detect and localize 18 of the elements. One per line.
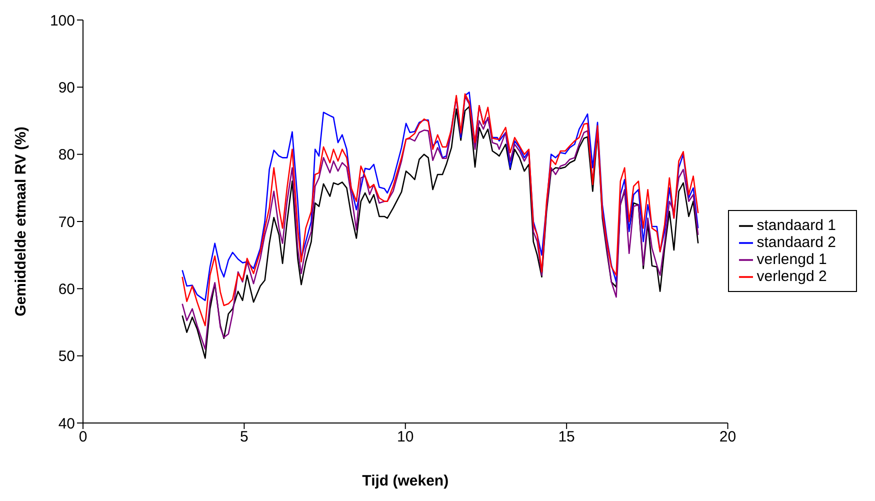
- legend-label: standaard 2: [756, 234, 836, 250]
- x-tick-label: 15: [558, 428, 575, 446]
- legend-label: verlengd 1: [756, 250, 827, 268]
- y-axis-title: Gemiddelde etmaal RV (%): [12, 126, 30, 316]
- x-axis-title: Tijd (weken): [362, 472, 449, 490]
- y-tick-label: 50: [58, 348, 75, 366]
- x-tick-label: 20: [719, 428, 736, 446]
- y-tick-label: 100: [50, 12, 75, 30]
- y-tick-label: 60: [58, 280, 75, 298]
- legend-label: standaard 1: [756, 216, 836, 234]
- x-tick-label: 5: [240, 428, 248, 446]
- x-tick-label: 10: [397, 428, 414, 446]
- y-tick-label: 90: [58, 79, 75, 96]
- y-tick-label: 80: [58, 146, 75, 164]
- x-tick-label: 0: [78, 428, 88, 446]
- legend-label: verlengd 2: [756, 268, 827, 284]
- y-tick-label: 40: [58, 415, 75, 432]
- y-tick-label: 70: [58, 214, 75, 231]
